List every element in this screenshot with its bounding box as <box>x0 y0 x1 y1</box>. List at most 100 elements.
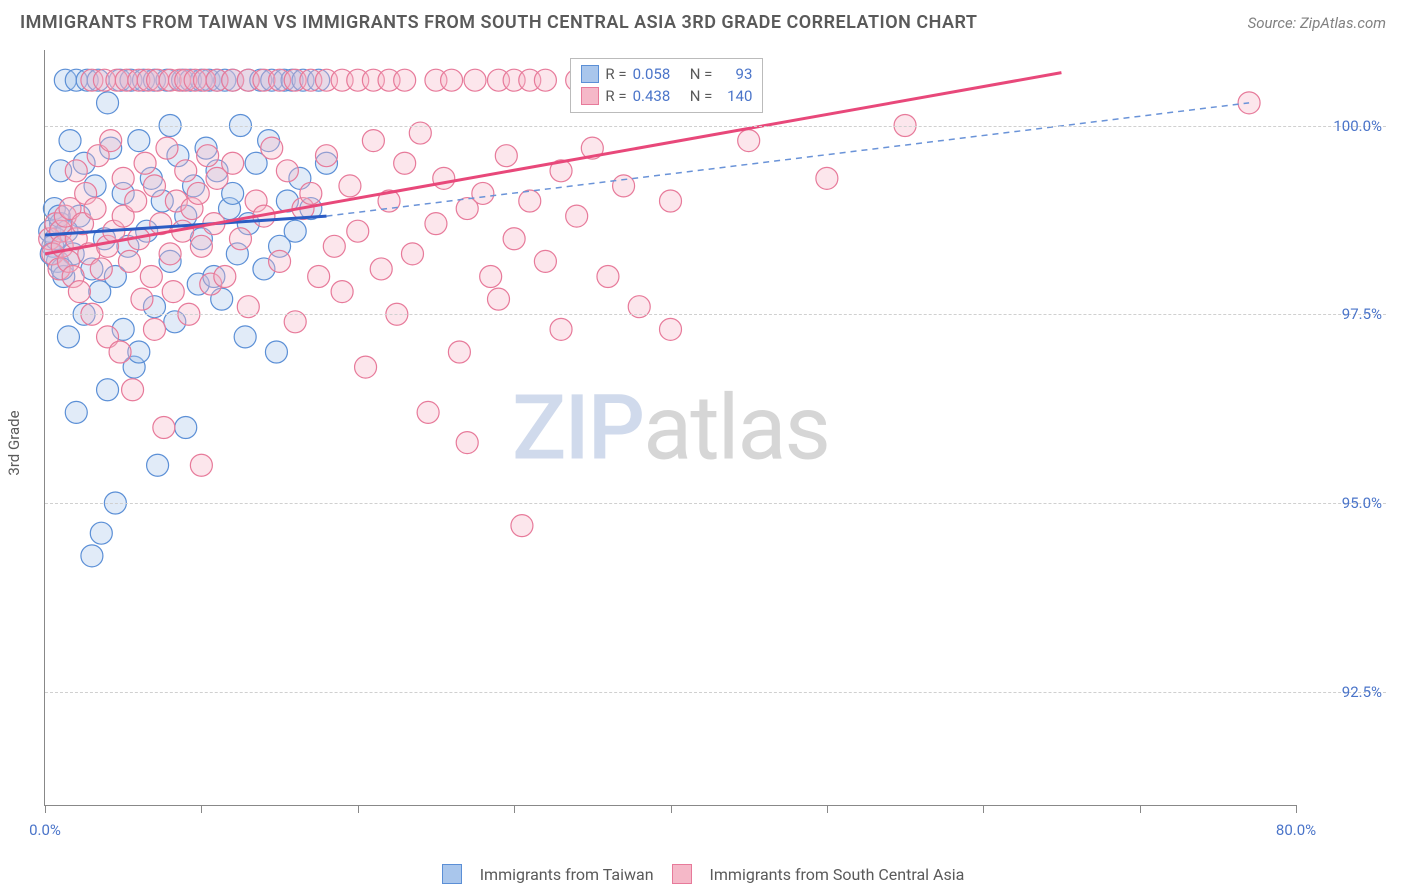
n-value: 93 <box>718 63 752 86</box>
scatter-point <box>738 130 760 152</box>
scatter-point <box>534 250 556 272</box>
scatter-point <box>331 281 353 303</box>
correlation-legend-row: R = 0.438 N = 140 <box>581 85 752 108</box>
source-credit: Source: ZipAtlas.com <box>1248 14 1386 32</box>
scatter-point <box>566 205 588 227</box>
scatter-point <box>613 175 635 197</box>
scatter-point <box>315 145 337 167</box>
plot-wrap: 3rd Grade ZIPatlas R = 0.058 N = 93R = 0… <box>44 50 1386 836</box>
scatter-point <box>534 69 556 91</box>
scatter-point <box>234 326 256 348</box>
scatter-point <box>261 137 283 159</box>
scatter-point <box>495 145 517 167</box>
x-tick <box>1296 805 1297 813</box>
scatter-point <box>660 318 682 340</box>
scatter-point <box>97 379 119 401</box>
y-tick-label: 92.5% <box>1302 683 1382 701</box>
scatter-point <box>816 167 838 189</box>
scatter-point <box>347 220 369 242</box>
scatter-point <box>68 281 90 303</box>
scatter-point <box>109 341 131 363</box>
scatter-point <box>100 130 122 152</box>
scatter-point <box>143 175 165 197</box>
legend-swatch <box>672 864 692 884</box>
scatter-point <box>197 145 219 167</box>
scatter-point <box>90 522 112 544</box>
x-tick <box>358 805 359 813</box>
scatter-point <box>276 160 298 182</box>
scatter-point <box>519 190 541 212</box>
scatter-point <box>362 130 384 152</box>
scatter-point <box>159 243 181 265</box>
r-value: 0.058 <box>633 63 671 86</box>
correlation-legend-row: R = 0.058 N = 93 <box>581 63 752 86</box>
scatter-point <box>84 198 106 220</box>
scatter-point <box>162 281 184 303</box>
y-axis-label: 3rd Grade <box>5 410 23 475</box>
gridline-h <box>45 503 1386 504</box>
scatter-point <box>265 341 287 363</box>
scatter-point <box>480 266 502 288</box>
scatter-point <box>448 341 470 363</box>
n-value: 140 <box>718 85 752 108</box>
scatter-point <box>122 379 144 401</box>
n-label: N = <box>690 85 713 108</box>
x-tick <box>514 805 515 813</box>
source-name: ZipAtlas.com <box>1300 14 1386 32</box>
scatter-point <box>175 417 197 439</box>
scatter-point <box>59 130 81 152</box>
n-label: N = <box>690 63 713 86</box>
scatter-point <box>472 182 494 204</box>
trend-line <box>45 73 1061 254</box>
y-tick-label: 100.0% <box>1302 117 1382 135</box>
scatter-point <box>487 288 509 310</box>
scatter-point <box>401 243 423 265</box>
y-tick-label: 95.0% <box>1302 494 1382 512</box>
x-tick <box>671 805 672 813</box>
scatter-point <box>97 92 119 114</box>
scatter-point <box>57 326 79 348</box>
scatter-point <box>175 160 197 182</box>
scatter-point <box>597 266 619 288</box>
scatter-point <box>269 250 291 272</box>
scatter-point <box>131 288 153 310</box>
scatter-point <box>222 152 244 174</box>
r-value: 0.438 <box>633 85 671 108</box>
legend-swatch <box>442 864 462 884</box>
scatter-point <box>433 167 455 189</box>
scatter-point <box>153 417 175 439</box>
scatter-point <box>339 175 361 197</box>
x-tick-label: 0.0% <box>29 821 61 839</box>
scatter-point <box>464 69 486 91</box>
scatter-point <box>65 160 87 182</box>
scatter-point <box>190 454 212 476</box>
scatter-point <box>503 228 525 250</box>
x-tick <box>983 805 984 813</box>
scatter-point <box>134 152 156 174</box>
scatter-point <box>394 152 416 174</box>
scatter-point <box>370 258 392 280</box>
scatter-point <box>112 167 134 189</box>
bottom-legend: Immigrants from TaiwanImmigrants from So… <box>0 864 1406 884</box>
correlation-legend: R = 0.058 N = 93R = 0.438 N = 140 <box>570 58 763 113</box>
gridline-h <box>45 126 1386 127</box>
scatter-point <box>81 545 103 567</box>
r-label: R = <box>605 63 626 86</box>
scatter-point <box>323 235 345 257</box>
scatter-point <box>140 266 162 288</box>
scatter-point <box>425 213 447 235</box>
scatter-point <box>511 515 533 537</box>
scatter-point <box>125 190 147 212</box>
scatter-point <box>394 69 416 91</box>
scatter-point <box>456 432 478 454</box>
x-tick <box>827 805 828 813</box>
y-tick-label: 97.5% <box>1302 305 1382 323</box>
scatter-point <box>441 69 463 91</box>
scatter-point <box>417 401 439 423</box>
r-label: R = <box>605 85 626 108</box>
gridline-h <box>45 314 1386 315</box>
chart-title: IMMIGRANTS FROM TAIWAN VS IMMIGRANTS FRO… <box>20 12 977 33</box>
gridline-h <box>45 692 1386 693</box>
x-tick <box>201 805 202 813</box>
scatter-point <box>355 356 377 378</box>
